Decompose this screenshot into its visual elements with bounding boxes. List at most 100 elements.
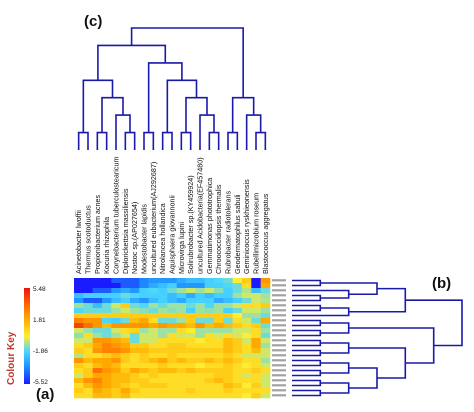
row-label-mark: [272, 369, 286, 372]
heatmap-cell: [260, 318, 271, 324]
heatmap-cell: [102, 368, 112, 374]
heatmap-cell: [232, 333, 243, 339]
heatmap-cell: [83, 383, 93, 389]
heatmap-cell: [167, 293, 177, 299]
heatmap-cell: [111, 383, 121, 389]
heatmap-cell: [130, 378, 140, 384]
heatmap-cell: [260, 328, 271, 334]
heatmap-cell: [204, 328, 215, 334]
heatmap-cell: [260, 283, 271, 289]
heatmap-cell: [120, 318, 131, 324]
heatmap-cell: [120, 373, 131, 379]
heatmap-cell: [139, 348, 149, 354]
heatmap-cell: [195, 293, 205, 299]
heatmap-cell: [214, 368, 224, 374]
column-labels: Acinetobacter lwoffii Thermus scotoductus…: [74, 157, 270, 274]
heatmap-cell: [167, 298, 177, 304]
heatmap-cell: [148, 363, 159, 369]
heatmap-cell: [176, 363, 187, 369]
row-label-mark: [272, 354, 286, 357]
row-label-mark: [272, 349, 286, 352]
column-label: Chroococcidiopsis thermalis: [214, 184, 223, 274]
heatmap-cell: [158, 323, 168, 329]
heatmap-cell: [214, 323, 224, 329]
heatmap-cell: [176, 318, 187, 324]
row-label-mark: [272, 334, 286, 337]
heatmap-cell: [83, 333, 93, 339]
heatmap-cell: [214, 343, 224, 349]
heatmap-cell: [102, 318, 112, 324]
heatmap-cell: [158, 328, 168, 334]
heatmap-cell: [74, 293, 84, 299]
heatmap-cell: [148, 293, 159, 299]
heatmap-cell: [251, 343, 261, 349]
heatmap-cell: [120, 348, 131, 354]
heatmap-cell: [176, 353, 187, 359]
heatmap-cell: [83, 378, 93, 384]
heatmap-cell: [167, 353, 177, 359]
heatmap-cell: [167, 358, 177, 364]
heatmap-cell: [111, 373, 121, 379]
heatmap-cell: [148, 323, 159, 329]
heatmap-cell: [102, 313, 112, 319]
heatmap-cell: [232, 343, 243, 349]
row-label-mark: [272, 379, 286, 382]
heatmap-cell: [186, 278, 196, 284]
heatmap-cell: [111, 313, 121, 319]
dendrogram-branch: [82, 79, 114, 133]
heatmap-cell: [92, 328, 103, 334]
heatmap-cell: [232, 363, 243, 369]
row-label-mark: [272, 324, 286, 327]
heatmap-cell: [204, 298, 215, 304]
heatmap-cell: [158, 358, 168, 364]
heatmap-cell: [139, 368, 149, 374]
heatmap-cell: [148, 333, 159, 339]
heatmap-cell: [158, 393, 168, 399]
heatmap-cell: [242, 283, 252, 289]
dendrogram-branch: [292, 339, 322, 347]
heatmap-cell: [148, 378, 159, 384]
heatmap-cell: [148, 303, 159, 309]
heatmap-cell: [148, 298, 159, 304]
heatmap-cell: [74, 363, 84, 369]
heatmap-cell: [120, 288, 131, 294]
heatmap-cell: [204, 373, 215, 379]
heatmap-cell: [83, 323, 93, 329]
heatmap-cell: [176, 283, 187, 289]
heatmap-cell: [111, 308, 121, 314]
heatmap-cell: [111, 368, 121, 374]
heatmap-cell: [214, 303, 224, 309]
heatmap-cell: [223, 293, 233, 299]
heatmap-cell: [74, 323, 84, 329]
dendrogram-branch: [292, 294, 322, 302]
column-label: Aquisphaera giovannonii: [168, 195, 177, 274]
heatmap-cell: [102, 328, 112, 334]
dendrogram-branch: [96, 131, 108, 150]
heatmap-cell: [158, 363, 168, 369]
heatmap-cell: [111, 293, 121, 299]
heatmap-cell: [167, 333, 177, 339]
dendrogram-branch: [292, 349, 322, 357]
heatmap-cell: [195, 388, 205, 394]
heatmap-cell: [251, 298, 261, 304]
row-label-mark: [272, 314, 286, 317]
heatmap-cell: [92, 358, 103, 364]
heatmap-cell: [260, 308, 271, 314]
heatmap-cell: [223, 298, 233, 304]
heatmap-cell: [130, 388, 140, 394]
heatmap-cell: [158, 303, 168, 309]
heatmap-cell: [214, 383, 224, 389]
heatmap-cell: [158, 383, 168, 389]
heatmap-cell: [204, 383, 215, 389]
heatmap-cell: [111, 283, 121, 289]
column-label: Solirubrobacter sp.(KY459924): [186, 175, 195, 274]
panel-label-c: (c): [84, 13, 102, 30]
heatmap-cell: [158, 388, 168, 394]
heatmap-cell: [92, 318, 103, 324]
heatmap-cell: [251, 288, 261, 294]
heatmap-cell: [204, 318, 215, 324]
heatmap-cell: [92, 373, 103, 379]
column-label: Geminicoccus ryskhieonensis: [242, 179, 251, 274]
heatmap-cell: [195, 393, 205, 399]
heatmap-cell: [186, 333, 196, 339]
